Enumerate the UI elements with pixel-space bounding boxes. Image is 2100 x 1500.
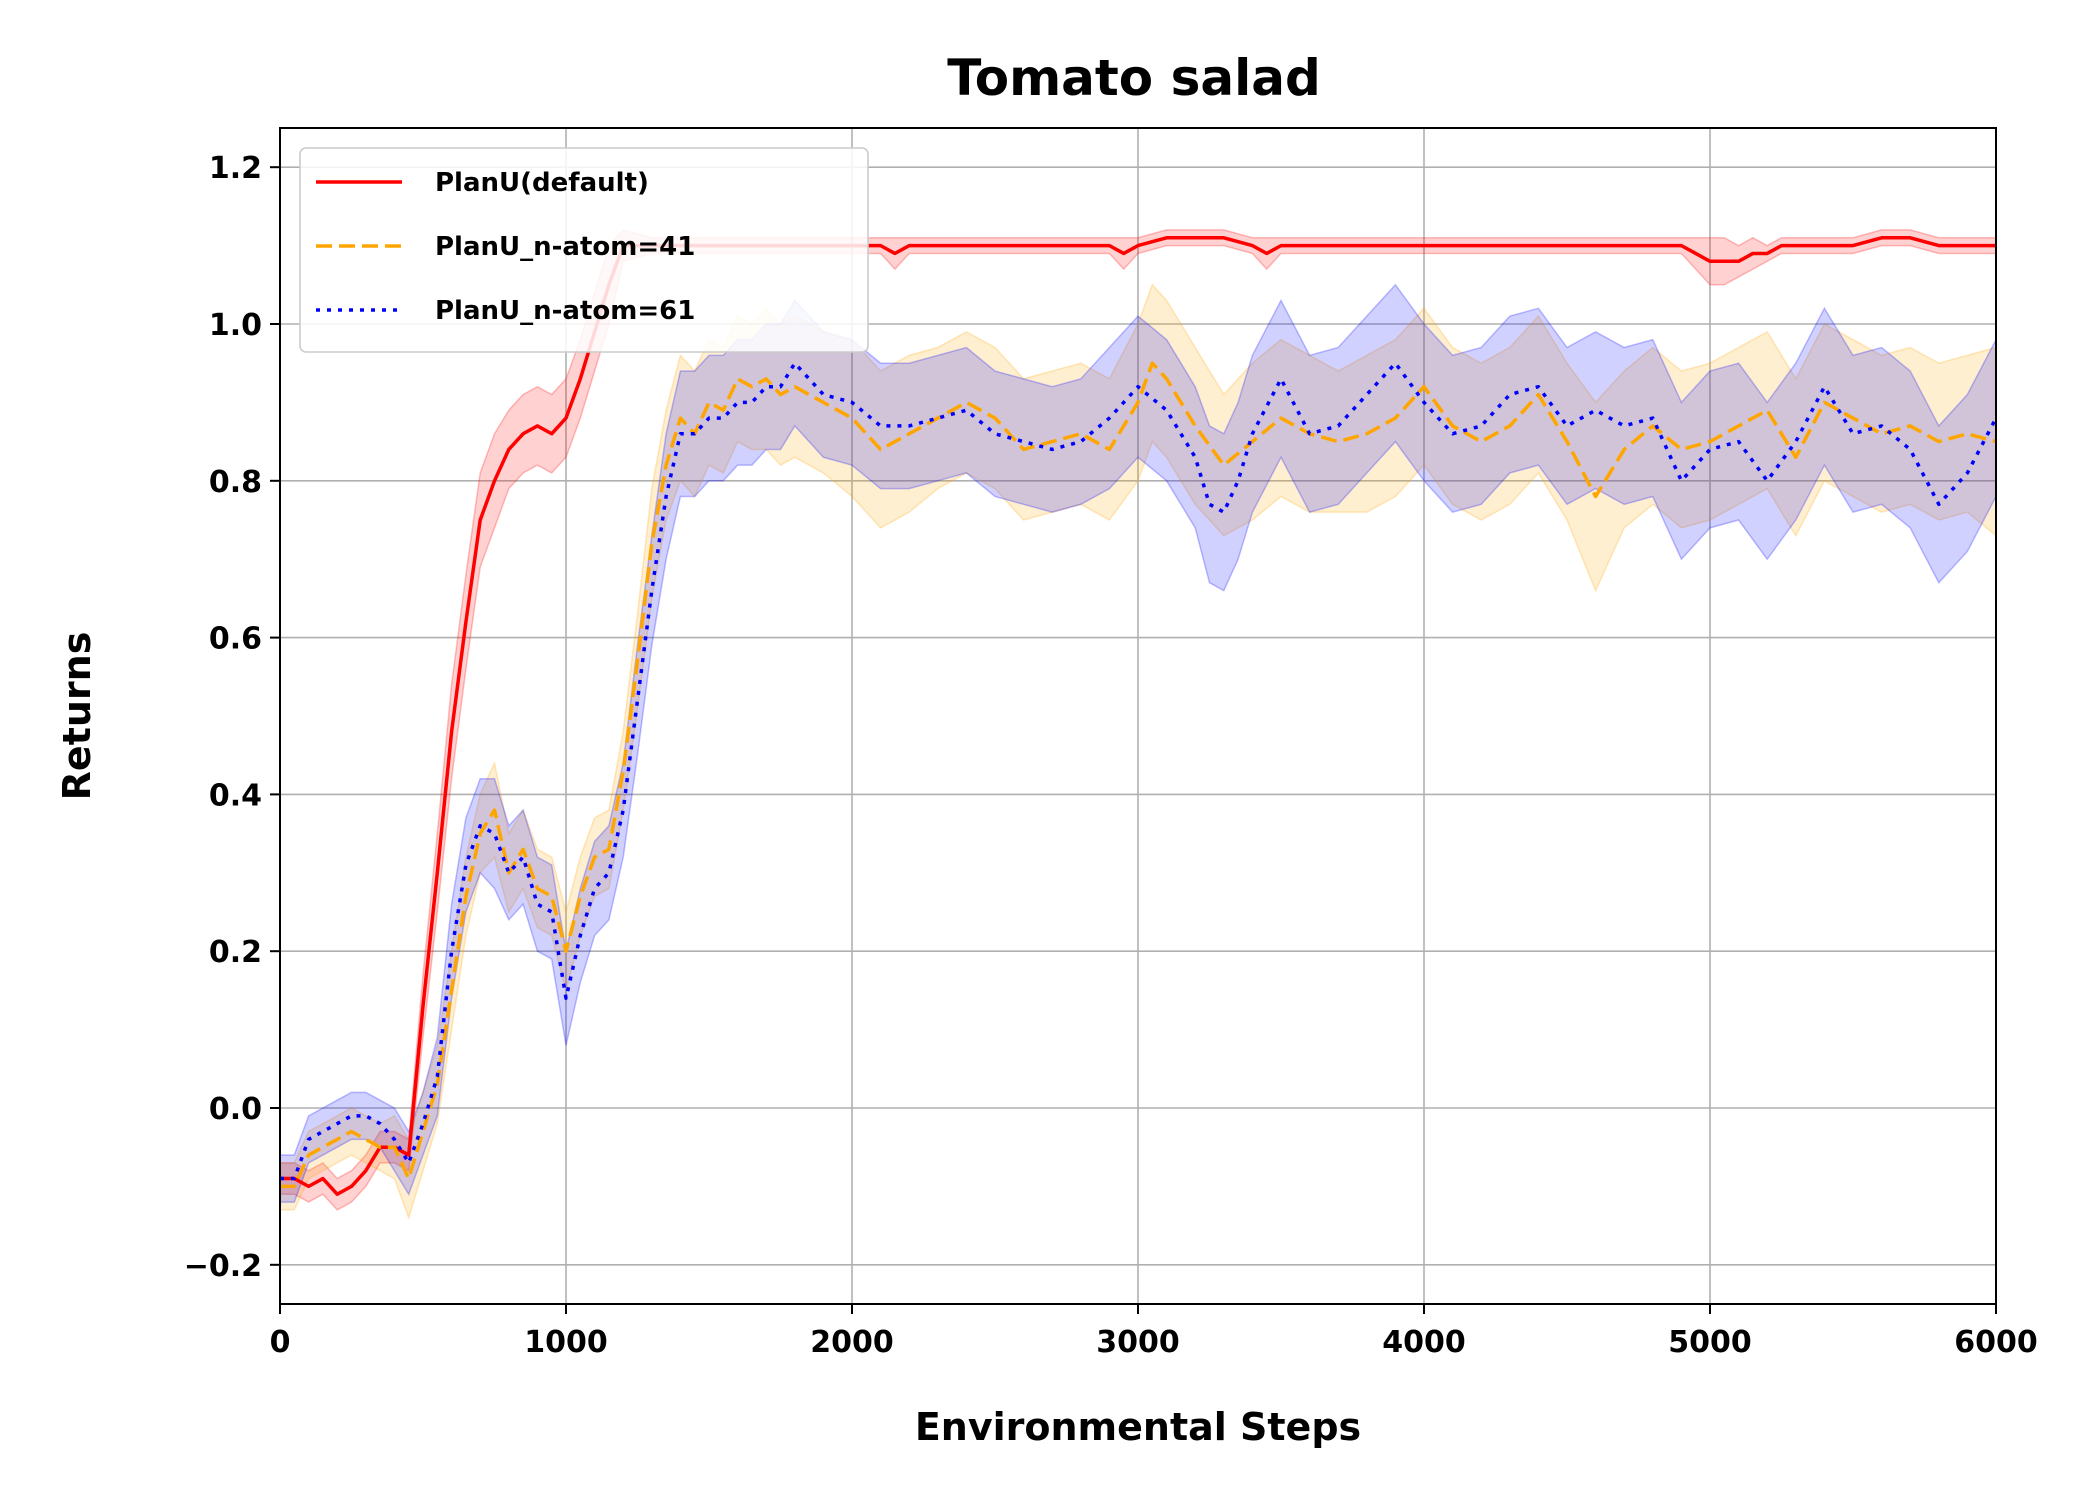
- legend-label-planu-n-atom-61: PlanU_n-atom=61: [435, 296, 695, 326]
- series-lines: [280, 236, 1998, 1196]
- line-planu-default: [280, 236, 1996, 1196]
- x-tick-label: 1000: [524, 1325, 608, 1360]
- legend-box: [299, 147, 869, 353]
- legend-label-planu-default: PlanU(default): [435, 168, 649, 198]
- y-tick-label: 0.2: [209, 935, 262, 970]
- legend-label-planu-n-atom-41: PlanU_n-atom=41: [435, 232, 695, 262]
- y-tick-label: 0.6: [209, 622, 262, 657]
- y-tick-label: −0.2: [184, 1249, 262, 1284]
- y-tick-label: 1.0: [209, 308, 262, 343]
- y-axis-label: Returns: [55, 632, 99, 801]
- x-tick-label: 6000: [1954, 1325, 2038, 1360]
- x-tick-label: 2000: [810, 1325, 894, 1360]
- x-axis-label: Environmental Steps: [915, 1405, 1361, 1449]
- axis-ticks: 0 1000 2000 3000 4000 5000 6000 −0.2 0.0 0.2 0.4 0.…: [184, 151, 2038, 1360]
- x-tick-label: 0: [270, 1325, 291, 1360]
- y-tick-label: 0.8: [209, 465, 262, 500]
- x-tick-label: 4000: [1382, 1325, 1466, 1360]
- y-tick-label: 0.0: [209, 1092, 262, 1127]
- x-tick-label: 5000: [1668, 1325, 1752, 1360]
- y-tick-label: 0.4: [209, 778, 262, 813]
- line-planu-n-atom-61: [280, 361, 1998, 1181]
- chart-title: Tomato salad: [947, 49, 1321, 107]
- line-planu-n-atom-41: [280, 361, 1997, 1189]
- legend: PlanU(default) PlanU_n-atom=41 PlanU_n-ato…: [299, 147, 869, 353]
- y-tick-label: 1.2: [209, 151, 262, 186]
- x-tick-label: 3000: [1096, 1325, 1180, 1360]
